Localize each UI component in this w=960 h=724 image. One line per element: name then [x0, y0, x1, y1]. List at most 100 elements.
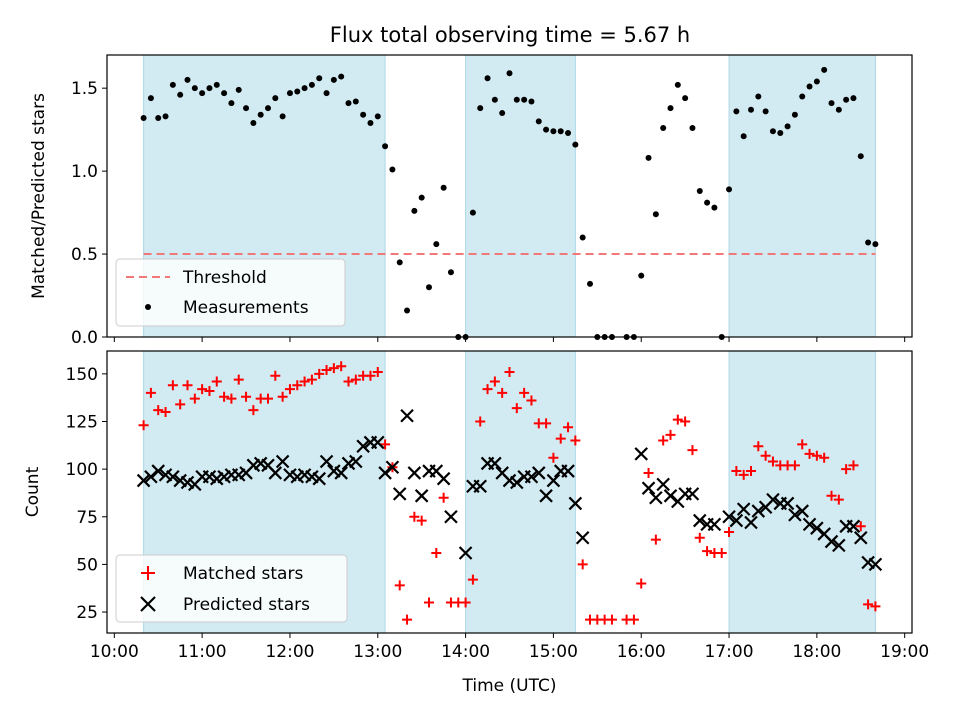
- matched-star-marker: [343, 376, 354, 387]
- matched-star-marker: [306, 374, 317, 385]
- measurement-point: [294, 88, 301, 95]
- matched-star-marker: [175, 399, 186, 410]
- measurement-point: [221, 90, 228, 97]
- measurement-point: [565, 129, 572, 136]
- x-tick-label: 17:00: [705, 642, 754, 662]
- matched-star-marker: [819, 452, 830, 463]
- predicted-star-marker: [349, 454, 363, 469]
- measurement-point: [477, 105, 484, 112]
- x-tick-label: 12:00: [265, 642, 314, 662]
- matched-star-marker: [211, 376, 222, 387]
- predicted-star-marker: [766, 492, 780, 507]
- measurement-point: [748, 106, 754, 113]
- measurement-point: [316, 75, 323, 82]
- predicted-star-marker: [692, 513, 707, 528]
- measurement-point: [535, 118, 542, 125]
- bottom-panel: 25 50 75 100 125 150 10:00 11:00 12:00 13:00 14:00…: [23, 350, 929, 696]
- legend-measurements-swatch: [145, 304, 151, 310]
- matched-star-marker: [724, 527, 735, 538]
- observing-window-span: [465, 55, 576, 337]
- measurement-point: [872, 241, 879, 248]
- measurement-point: [857, 153, 864, 160]
- predicted-star-marker: [802, 517, 817, 532]
- measurement-point: [272, 95, 279, 102]
- x-tick-label: 15:00: [529, 642, 578, 662]
- measurement-point: [843, 96, 850, 103]
- predicted-star-marker: [444, 509, 458, 524]
- matched-star-marker: [731, 466, 742, 477]
- matched-star-marker: [789, 460, 800, 471]
- matched-star-marker: [863, 599, 874, 610]
- measurement-point: [447, 269, 454, 276]
- measurement-point: [587, 280, 593, 287]
- measurement-point: [696, 188, 703, 195]
- predicted-star-marker: [780, 496, 795, 511]
- matched-star-marker: [167, 380, 178, 391]
- matched-star-marker: [672, 414, 683, 425]
- measurement-point: [396, 259, 403, 266]
- measurement-point: [491, 96, 498, 103]
- measurement-point: [199, 90, 206, 97]
- predicted-star-marker: [312, 471, 327, 486]
- matched-star-marker: [489, 376, 500, 387]
- predicted-star-marker: [370, 435, 385, 450]
- measurement-point: [755, 93, 762, 100]
- measurement-point: [499, 110, 506, 117]
- predicted-star-marker: [407, 466, 422, 480]
- matched-star-marker: [811, 450, 822, 461]
- matched-star-marker: [555, 433, 566, 444]
- measurement-point: [360, 111, 367, 118]
- measurement-point: [806, 83, 813, 90]
- predicted-star-marker: [458, 546, 473, 560]
- matched-star-marker: [760, 450, 771, 461]
- predicted-star-marker: [488, 456, 502, 471]
- predicted-star-marker: [400, 409, 414, 423]
- measurement-point: [257, 111, 264, 118]
- predicted-star-marker: [663, 489, 678, 503]
- measurement-point: [228, 100, 235, 107]
- predicted-star-marker: [414, 489, 429, 503]
- matched-star-marker: [658, 435, 669, 446]
- measurement-point: [213, 81, 220, 88]
- measurement-point: [667, 105, 674, 112]
- matched-star-marker: [577, 559, 588, 570]
- measurement-point: [184, 76, 191, 83]
- legend-threshold-label: Threshold: [182, 268, 267, 288]
- predicted-star-marker: [824, 534, 839, 549]
- matched-star-marker: [263, 393, 273, 404]
- measurement-point: [769, 128, 776, 135]
- matched-star-marker: [372, 366, 383, 377]
- measurement-point: [301, 85, 308, 92]
- matched-star-marker: [504, 366, 515, 377]
- measurement-point: [726, 186, 733, 193]
- matched-star-marker: [248, 405, 259, 416]
- measurement-point: [279, 113, 286, 120]
- matched-star-marker: [182, 380, 193, 391]
- y-tick-label: 125: [66, 413, 98, 433]
- matched-star-marker: [753, 441, 764, 452]
- matched-star-marker: [848, 460, 859, 471]
- predicted-star-marker: [832, 538, 846, 553]
- predicted-star-marker: [656, 477, 670, 492]
- matched-star-marker: [797, 439, 808, 450]
- legend-matched-swatch: [141, 566, 155, 580]
- x-tick-label: 18:00: [792, 642, 841, 662]
- matched-star-marker: [702, 546, 713, 557]
- legend-predicted-label: Predicted stars: [183, 595, 310, 615]
- predicted-star-marker: [736, 502, 751, 516]
- matched-star-marker: [138, 420, 149, 431]
- matched-star-marker: [563, 422, 574, 433]
- measurement-point: [638, 272, 645, 279]
- matched-star-marker: [219, 391, 230, 402]
- matched-star-marker: [277, 391, 288, 402]
- predicted-star-marker: [385, 460, 400, 475]
- predicted-star-marker: [539, 489, 553, 503]
- predicted-star-marker: [531, 466, 546, 480]
- measurement-point: [286, 90, 293, 97]
- measurement-point: [835, 106, 842, 113]
- measurement-point: [821, 66, 828, 73]
- matched-star-marker: [519, 387, 530, 398]
- x-tick-label: 14:00: [441, 642, 490, 662]
- predicted-star-marker: [722, 509, 736, 524]
